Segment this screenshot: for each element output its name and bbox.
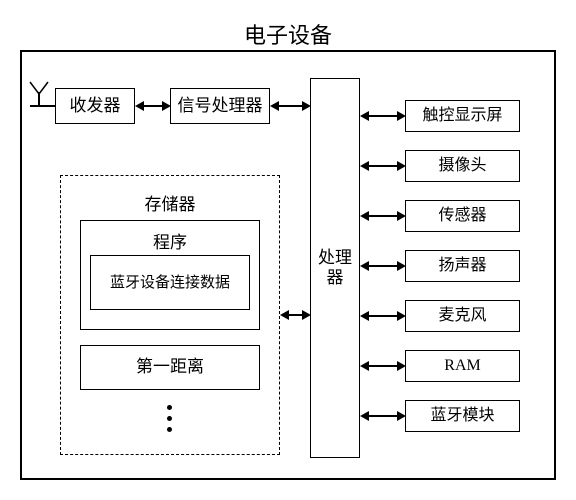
arrow-line (365, 415, 400, 417)
arrow-head-icon (397, 261, 406, 271)
program-label: 程序 (80, 228, 260, 253)
arrow-line (365, 315, 400, 317)
arrow-head-icon (360, 411, 369, 421)
arrow-line (365, 265, 400, 267)
processor-label: 处理器 (311, 248, 359, 289)
arrow-line (365, 115, 400, 117)
arrow-line (275, 105, 305, 107)
arrow-head-icon (302, 310, 311, 320)
arrow-head-icon (360, 311, 369, 321)
arrow-head-icon (270, 101, 279, 111)
peripheral-speaker: 扬声器 (405, 250, 520, 282)
peripheral-ram: RAM (405, 350, 520, 382)
arrow-head-icon (397, 411, 406, 421)
first-distance-box: 第一距离 (80, 345, 260, 390)
arrow-head-icon (360, 161, 369, 171)
transceiver-block: 收发器 (55, 88, 135, 124)
arrow-head-icon (360, 261, 369, 271)
arrow-head-icon (397, 311, 406, 321)
antenna-icon (30, 105, 55, 107)
arrow-head-icon (360, 111, 369, 121)
peripheral-touchscreen: 触控显示屏 (405, 100, 520, 132)
diagram-title: 电子设备 (0, 18, 576, 50)
signal-processor-block: 信号处理器 (170, 88, 270, 124)
arrow-head-icon (135, 101, 144, 111)
arrow-head-icon (302, 101, 311, 111)
bt-conn-data-box: 蓝牙设备连接数据 (90, 255, 250, 310)
peripheral-camera: 摄像头 (405, 150, 520, 182)
arrow-line (365, 165, 400, 167)
peripheral-mic: 麦克风 (405, 300, 520, 332)
antenna-v-icon (28, 80, 50, 96)
diagram-canvas: 电子设备 收发器 信号处理器 处理器 存储器 程序 蓝牙设备连接数据 第一距离 … (0, 0, 576, 500)
arrow-line (365, 215, 400, 217)
peripheral-bt-module: 蓝牙模块 (405, 400, 520, 432)
peripheral-sensor: 传感器 (405, 200, 520, 232)
arrow-head-icon (397, 361, 406, 371)
arrow-head-icon (397, 111, 406, 121)
arrow-line (365, 365, 400, 367)
processor-block: 处理器 (310, 78, 360, 458)
arrow-head-icon (397, 211, 406, 221)
arrow-head-icon (360, 361, 369, 371)
arrow-head-icon (360, 211, 369, 221)
memory-label: 存储器 (60, 190, 280, 215)
arrow-head-icon (280, 310, 289, 320)
arrow-head-icon (397, 161, 406, 171)
ellipsis-icon (167, 405, 172, 432)
arrow-head-icon (162, 101, 171, 111)
